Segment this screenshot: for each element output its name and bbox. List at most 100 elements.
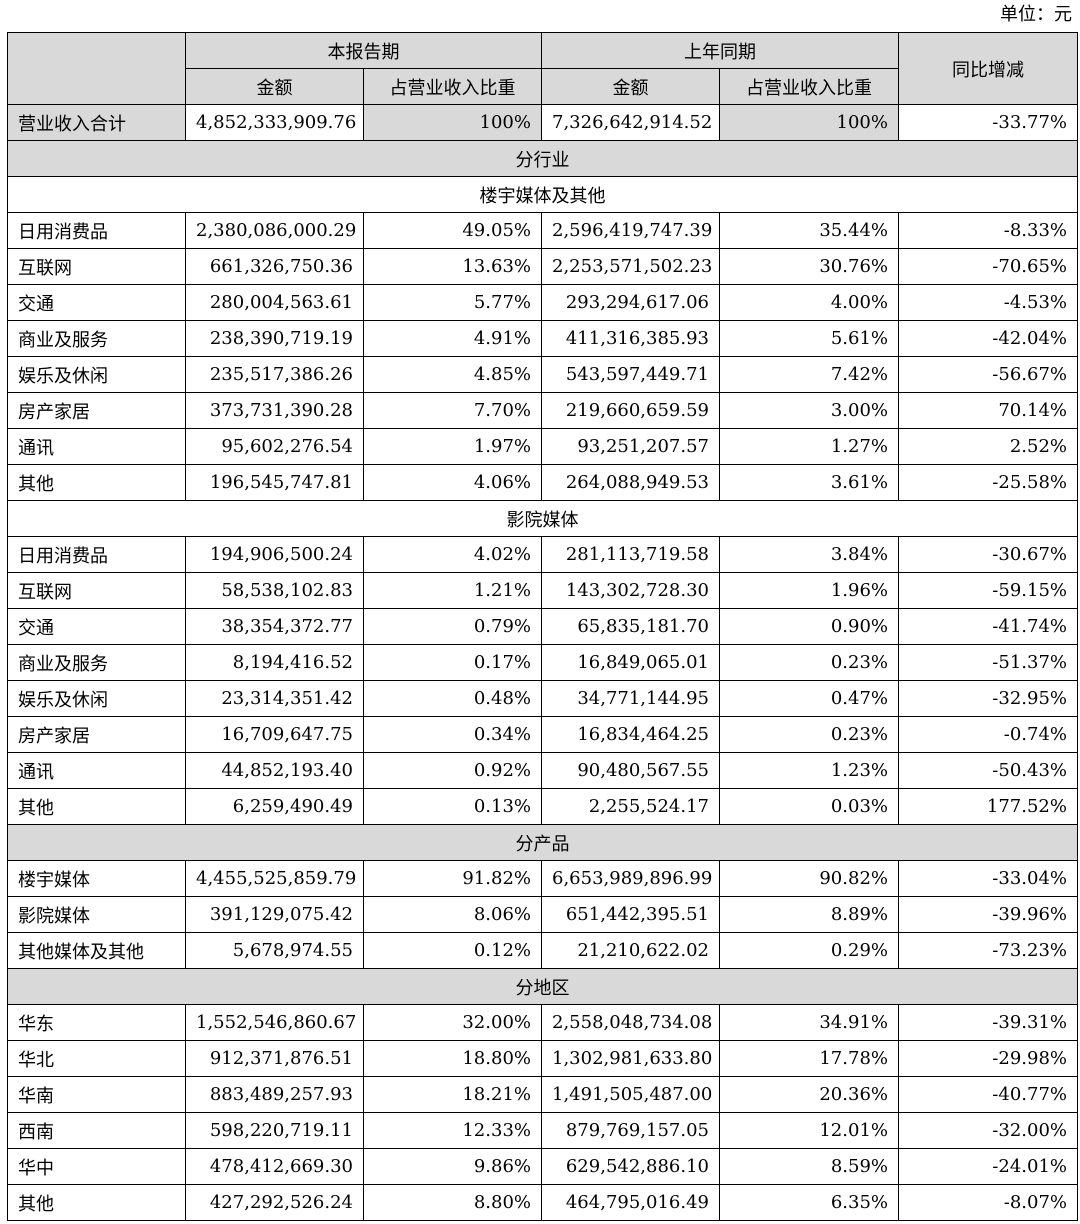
table-row: 商业及服务 238,390,719.19 4.91% 411,316,385.93 5.…: [7, 320, 1078, 357]
total-change: -33.77%: [898, 104, 1078, 141]
table-row: 房产家居 16,709,647.75 0.34% 16,834,464.25 0.23%…: [7, 716, 1078, 753]
row-label: 日用消费品: [7, 212, 186, 249]
amount-prior: 6,653,989,896.99: [541, 860, 720, 897]
header-row-bottom: 金额 占营业收入比重 金额 占营业收入比重: [8, 68, 1078, 105]
yoy-change: -0.74%: [898, 716, 1078, 753]
amount-prior: 293,294,617.06: [541, 284, 720, 321]
subsection-header-row: 影院媒体: [7, 500, 1078, 537]
table-row: 影院媒体 391,129,075.42 8.06% 651,442,395.51 8.8…: [7, 896, 1078, 933]
amount-current: 280,004,563.61: [185, 284, 364, 321]
amount-current: 196,545,747.81: [185, 464, 364, 501]
revenue-breakdown-table: 本报告期 上年同期 同比增减 金额 占营业收入比重 金额 占营业收入比重 营业收…: [7, 32, 1078, 1221]
yoy-change: -24.01%: [898, 1148, 1078, 1185]
amount-prior: 65,835,181.70: [541, 608, 720, 645]
amount-current: 23,314,351.42: [185, 680, 364, 717]
amount-current: 2,380,086,000.29: [185, 212, 364, 249]
total-amount-prior: 7,326,642,914.52: [541, 104, 720, 141]
amount-current: 478,412,669.30: [185, 1148, 364, 1185]
share-prior: 3.61%: [719, 464, 899, 501]
share-prior: 0.03%: [719, 788, 899, 825]
share-prior: 3.00%: [719, 392, 899, 429]
amount-current: 373,731,390.28: [185, 392, 364, 429]
amount-current: 238,390,719.19: [185, 320, 364, 357]
row-label: 其他: [7, 464, 186, 501]
section-title: 分行业: [7, 140, 1078, 177]
share-current: 7.70%: [363, 392, 542, 429]
share-current: 0.12%: [363, 932, 542, 969]
amount-current: 6,259,490.49: [185, 788, 364, 825]
share-current: 4.85%: [363, 356, 542, 393]
row-label: 娱乐及休闲: [7, 356, 186, 393]
yoy-change: -59.15%: [898, 572, 1078, 609]
header-row-top: 本报告期 上年同期 同比增减: [7, 32, 1078, 105]
amount-prior: 219,660,659.59: [541, 392, 720, 429]
share-prior: 8.89%: [719, 896, 899, 933]
share-current: 0.92%: [363, 752, 542, 789]
row-label: 娱乐及休闲: [7, 680, 186, 717]
amount-prior: 543,597,449.71: [541, 356, 720, 393]
total-row: 营业收入合计 4,852,333,909.76 100% 7,326,642,9…: [7, 104, 1078, 141]
amount-current: 4,455,525,859.79: [185, 860, 364, 897]
amount-current: 194,906,500.24: [185, 536, 364, 573]
yoy-change: -39.31%: [898, 1004, 1078, 1041]
amount-prior: 411,316,385.93: [541, 320, 720, 357]
header-share-current: 占营业收入比重: [363, 68, 542, 105]
share-prior: 1.27%: [719, 428, 899, 465]
subsection-title: 影院媒体: [7, 500, 1078, 537]
table-row: 华中 478,412,669.30 9.86% 629,542,886.10 8.59%…: [7, 1148, 1078, 1185]
table-row: 其他媒体及其他 5,678,974.55 0.12% 21,210,622.02 0.2…: [7, 932, 1078, 969]
table-row: 其他 196,545,747.81 4.06% 264,088,949.53 3.61%…: [7, 464, 1078, 501]
header-category-blank: [7, 32, 186, 105]
row-label: 华南: [7, 1076, 186, 1113]
yoy-change: -51.37%: [898, 644, 1078, 681]
share-current: 0.13%: [363, 788, 542, 825]
yoy-change: -56.67%: [898, 356, 1078, 393]
section-header-row: 分产品: [7, 824, 1078, 861]
table-row: 房产家居 373,731,390.28 7.70% 219,660,659.59 3.0…: [7, 392, 1078, 429]
share-prior: 6.35%: [719, 1184, 899, 1221]
amount-current: 8,194,416.52: [185, 644, 364, 681]
yoy-change: -41.74%: [898, 608, 1078, 645]
total-label: 营业收入合计: [7, 104, 186, 141]
table-row: 互联网 661,326,750.36 13.63% 2,253,571,502.23 3…: [7, 248, 1078, 285]
share-prior: 34.91%: [719, 1004, 899, 1041]
amount-prior: 34,771,144.95: [541, 680, 720, 717]
share-current: 32.00%: [363, 1004, 542, 1041]
amount-current: 5,678,974.55: [185, 932, 364, 969]
share-current: 18.21%: [363, 1076, 542, 1113]
row-label: 楼宇媒体: [7, 860, 186, 897]
share-prior: 4.00%: [719, 284, 899, 321]
row-label: 其他媒体及其他: [7, 932, 186, 969]
table-row: 日用消费品 194,906,500.24 4.02% 281,113,719.58 3.…: [7, 536, 1078, 573]
table-row: 互联网 58,538,102.83 1.21% 143,302,728.30 1.96%…: [7, 572, 1078, 609]
header-yoy-change: 同比增减: [898, 32, 1078, 105]
share-current: 4.02%: [363, 536, 542, 573]
share-prior: 90.82%: [719, 860, 899, 897]
row-label: 影院媒体: [7, 896, 186, 933]
share-prior: 3.84%: [719, 536, 899, 573]
amount-current: 58,538,102.83: [185, 572, 364, 609]
share-current: 1.21%: [363, 572, 542, 609]
share-prior: 12.01%: [719, 1112, 899, 1149]
share-prior: 35.44%: [719, 212, 899, 249]
row-label: 通讯: [7, 428, 186, 465]
unit-label: 单位：元: [1000, 4, 1072, 25]
table-row: 日用消费品 2,380,086,000.29 49.05% 2,596,419,747…: [7, 212, 1078, 249]
amount-prior: 281,113,719.58: [541, 536, 720, 573]
share-prior: 8.59%: [719, 1148, 899, 1185]
table-row: 通讯 95,602,276.54 1.97% 93,251,207.57 1.27% 2.…: [7, 428, 1078, 465]
row-label: 交通: [7, 284, 186, 321]
yoy-change: -42.04%: [898, 320, 1078, 357]
amount-prior: 2,255,524.17: [541, 788, 720, 825]
table-row: 娱乐及休闲 23,314,351.42 0.48% 34,771,144.95 0.47…: [7, 680, 1078, 717]
amount-prior: 16,834,464.25: [541, 716, 720, 753]
row-label: 其他: [7, 788, 186, 825]
row-label: 互联网: [7, 248, 186, 285]
share-current: 1.97%: [363, 428, 542, 465]
total-amount-current: 4,852,333,909.76: [185, 104, 364, 141]
share-current: 8.80%: [363, 1184, 542, 1221]
table-row: 西南 598,220,719.11 12.33% 879,769,157.05 12.0…: [7, 1112, 1078, 1149]
amount-current: 598,220,719.11: [185, 1112, 364, 1149]
share-current: 9.86%: [363, 1148, 542, 1185]
share-current: 4.06%: [363, 464, 542, 501]
